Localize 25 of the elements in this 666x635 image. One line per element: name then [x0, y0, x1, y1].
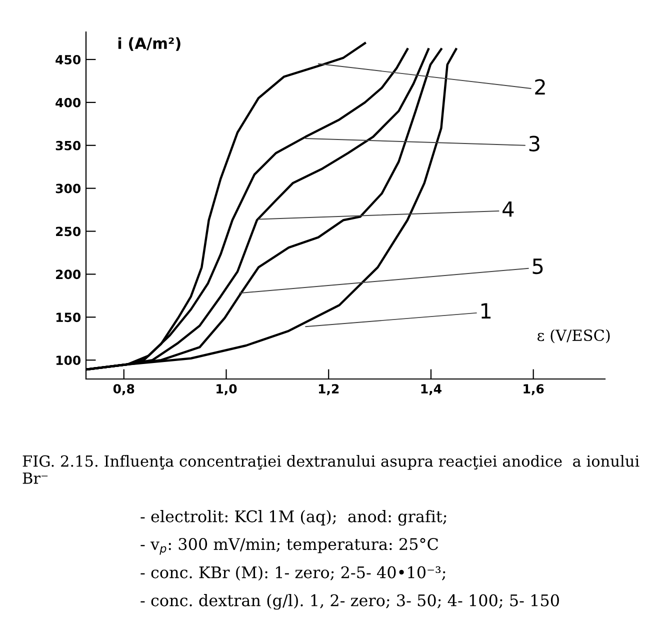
y-tick-label: 150	[56, 312, 81, 322]
y-tick-label: 450	[56, 54, 81, 64]
annotation: 4	[502, 201, 514, 217]
y-tick-label: 300	[56, 184, 81, 194]
x-tick-label: 1,2	[318, 384, 339, 396]
y-tick-label: 250	[56, 226, 81, 236]
x-tick-label: 1,6	[524, 384, 544, 396]
text: - conc. dextran (g/l). 1, 2- zero; 3- 50; 4- 100; 5- 150	[140, 594, 559, 610]
x-tick-label: 0,8	[113, 384, 134, 396]
y-tick-label: 350	[56, 140, 81, 150]
text: - v$_{p}$: 300 mV/min; temperatura: 25°C	[140, 538, 438, 555]
text: FIG. 2.15. Influenţa concentraţiei dextranului asupra reacţiei anodice a ionului Br⁻	[22, 455, 640, 484]
x-axis-title: ε (V/ESC)	[538, 329, 610, 344]
text: - conc. KBr (M): 1- zero; 2-5- 40•10⁻³;	[140, 566, 446, 581]
text: - electrolit: KCl 1M (aq); anod: grafit;	[140, 510, 446, 526]
x-tick-label: 1,4	[421, 384, 442, 396]
y-axis-title: i (A/m²)	[118, 37, 180, 51]
y-tick-label: 200	[56, 270, 81, 280]
y-tick-label: 100	[56, 356, 81, 366]
annotation: 1	[481, 303, 491, 318]
annotation: 3	[529, 136, 540, 152]
annotation: 2	[535, 79, 545, 95]
annotation: 5	[532, 258, 543, 274]
x-tick-label: 1,0	[216, 384, 237, 396]
y-tick-label: 400	[56, 98, 81, 108]
